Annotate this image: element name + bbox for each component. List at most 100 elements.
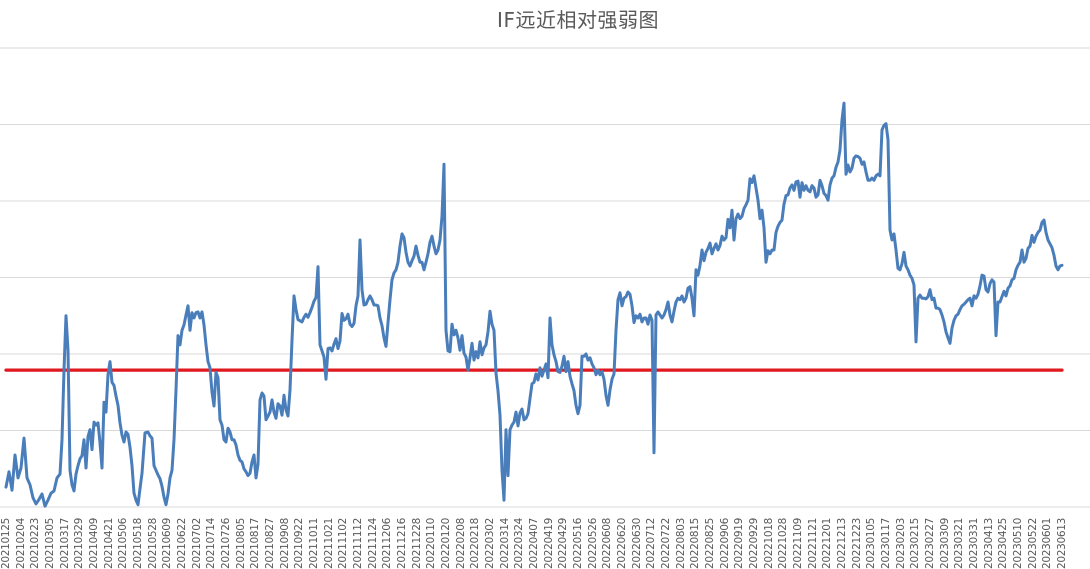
x-tick-text: 20210908 — [278, 517, 291, 569]
x-tick-text: 20230117 — [880, 517, 892, 569]
x-tick-text: 20230613 — [1056, 517, 1068, 569]
x-tick-label: 20230425 — [997, 512, 1009, 569]
x-tick-text: 20210805 — [234, 517, 247, 569]
x-tick-text: 20221028 — [777, 517, 790, 569]
x-tick-text: 20211102 — [337, 517, 350, 569]
x-tick-text: 20210506 — [117, 517, 130, 569]
x-tick-label: 20210125 — [0, 512, 12, 569]
x-tick-text: 20220620 — [616, 517, 628, 569]
x-tick-label: 20220906 — [719, 512, 731, 569]
x-tick-label: 20211124 — [367, 512, 379, 569]
x-tick-label: 20221109 — [792, 512, 804, 569]
x-tick-label: 20210622 — [176, 512, 188, 569]
x-tick-label: 20210702 — [191, 512, 203, 569]
x-tick-label: 20211228 — [411, 512, 423, 569]
x-tick-label: 20221223 — [851, 512, 863, 569]
x-tick-label: 20210305 — [44, 512, 56, 569]
x-tick-text: 20211206 — [381, 517, 394, 569]
x-tick-text: 20221121 — [806, 517, 819, 569]
x-tick-text: 20210409 — [88, 517, 100, 569]
x-tick-text: 20210317 — [58, 517, 71, 569]
x-tick-label: 20221028 — [777, 512, 789, 569]
x-tick-text: 20220324 — [513, 517, 526, 569]
x-tick-text: 20220712 — [645, 517, 658, 569]
x-tick-label: 20230105 — [865, 512, 877, 569]
x-tick-text: 20220429 — [557, 517, 570, 569]
x-tick-text: 20220803 — [674, 517, 687, 569]
x-tick-text: 20210827 — [264, 517, 276, 569]
x-tick-text: 20221201 — [821, 517, 834, 569]
x-tick-label: 20220302 — [484, 512, 496, 569]
x-tick-text: 20230413 — [982, 517, 995, 569]
x-tick-label: 20220526 — [587, 512, 599, 569]
x-tick-text: 20211216 — [396, 517, 408, 569]
x-tick-label: 20211011 — [308, 512, 320, 569]
x-tick-text: 20210421 — [102, 517, 115, 569]
x-tick-text: 20220407 — [528, 517, 540, 569]
x-tick-label: 20210528 — [147, 512, 159, 569]
x-tick-text: 20230321 — [953, 517, 966, 569]
x-tick-label: 20220407 — [528, 512, 540, 569]
x-tick-label: 20220218 — [469, 512, 481, 569]
chart-title: IF远近相对强弱图 — [497, 8, 659, 32]
gridlines — [0, 47, 1090, 508]
x-tick-label: 20230227 — [924, 512, 936, 569]
x-tick-label: 20210409 — [88, 512, 100, 569]
x-tick-text: 20230105 — [865, 517, 878, 569]
x-tick-text: 20210528 — [146, 517, 159, 569]
x-tick-label: 20220419 — [543, 512, 555, 569]
x-tick-label: 20210204 — [15, 512, 27, 569]
x-tick-label: 20220608 — [601, 512, 613, 569]
x-tick-label: 20230601 — [1041, 512, 1053, 569]
x-tick-text: 20221018 — [762, 517, 775, 569]
x-tick-label: 20210223 — [29, 512, 41, 569]
x-tick-text: 20220906 — [718, 517, 731, 569]
x-tick-text: 20211021 — [322, 517, 335, 569]
x-tick-label: 20220929 — [748, 512, 760, 569]
x-tick-label: 20220324 — [513, 512, 525, 569]
x-tick-label: 20210317 — [59, 512, 71, 569]
x-tick-label: 20220825 — [704, 512, 716, 569]
x-tick-text: 20220630 — [630, 517, 643, 569]
x-tick-label: 20210518 — [132, 512, 144, 569]
x-tick-label: 20230321 — [953, 512, 965, 569]
x-tick-text: 20220825 — [704, 517, 716, 569]
x-tick-label: 20221201 — [821, 512, 833, 569]
x-tick-label: 20211112 — [352, 512, 364, 569]
x-tick-text: 20211228 — [410, 517, 423, 569]
x-tick-text: 20210702 — [190, 517, 203, 569]
x-tick-label: 20230309 — [939, 512, 951, 569]
x-tick-text: 20221109 — [792, 517, 804, 569]
x-tick-label: 20210817 — [249, 512, 261, 569]
x-tick-label: 20230203 — [895, 512, 907, 569]
x-tick-label: 20220620 — [616, 512, 628, 569]
x-tick-text: 20210305 — [44, 517, 56, 569]
x-tick-text: 20220218 — [469, 517, 482, 569]
x-tick-text: 20220815 — [689, 517, 702, 569]
x-tick-text: 20210922 — [293, 517, 306, 569]
x-tick-label: 20210827 — [264, 512, 276, 569]
x-tick-label: 20230522 — [1027, 512, 1039, 569]
x-tick-label: 20211206 — [381, 512, 393, 569]
x-tick-label: 20221121 — [807, 512, 819, 569]
x-tick-text: 20220516 — [572, 517, 584, 569]
x-tick-label: 20220803 — [675, 512, 687, 569]
x-tick-label: 20210609 — [161, 512, 173, 569]
x-tick-text: 20230601 — [1041, 517, 1054, 569]
x-tick-label: 20211102 — [337, 512, 349, 569]
x-tick-text: 20230227 — [924, 517, 936, 569]
x-tick-text: 20221213 — [836, 517, 848, 569]
x-tick-label: 20221213 — [836, 512, 848, 569]
x-tick-text: 20210125 — [0, 517, 12, 569]
x-tick-text: 20210204 — [14, 517, 27, 569]
x-tick-label: 20230613 — [1056, 512, 1068, 569]
x-tick-label: 20211021 — [323, 512, 335, 569]
x-tick-label: 20230510 — [1012, 512, 1024, 569]
x-tick-text: 20211124 — [366, 517, 379, 569]
x-tick-text: 20210726 — [220, 517, 232, 569]
x-tick-text: 20210223 — [29, 517, 42, 569]
x-tick-text: 20230215 — [909, 517, 922, 569]
x-tick-text: 20230510 — [1012, 517, 1024, 569]
x-tick-text: 20210714 — [205, 517, 218, 569]
x-tick-label: 20230413 — [983, 512, 995, 569]
